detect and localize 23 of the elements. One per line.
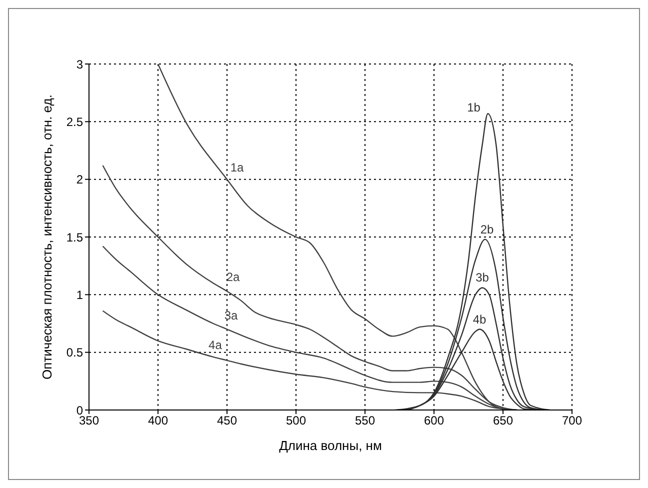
x-tick-label: 600 [424,414,444,428]
series-label: 4b [472,312,487,326]
series-label: 3b [476,270,490,285]
series-label: 4a [208,338,222,352]
series-label: 1b [467,100,481,115]
x-tick-label: 450 [216,414,238,428]
y-tick-label: 2.5 [66,114,84,129]
x-tick-label: 500 [286,414,306,428]
y-tick-label: 1.5 [66,230,84,244]
series-label: 1a [230,160,244,174]
y-tick-label: 2 [76,172,84,187]
series-label: 2a [226,270,240,284]
y-tick-label: 3 [76,57,84,72]
x-axis-title: Длина волны, нм [279,438,382,453]
y-axis-title: Оптическая плотность, интенсивность, отн. ед. [40,94,55,380]
series-label: 3a [224,308,238,322]
y-tick-label: 0.5 [66,346,84,360]
x-tick-label: 550 [354,414,376,428]
x-tick-label: 700 [562,414,582,428]
y-tick-label: 1 [76,288,84,302]
x-tick-label: 650 [492,414,514,428]
series-label: 2b [480,222,494,236]
x-tick-label: 400 [148,414,168,428]
